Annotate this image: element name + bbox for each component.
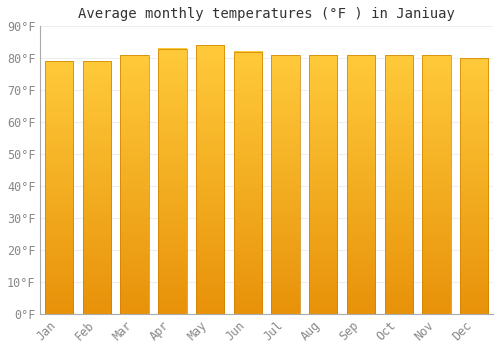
- Title: Average monthly temperatures (°F ) in Janiuay: Average monthly temperatures (°F ) in Ja…: [78, 7, 455, 21]
- Bar: [272, 55, 299, 314]
- Bar: [83, 62, 111, 314]
- Bar: [460, 58, 488, 314]
- Bar: [234, 52, 262, 314]
- Bar: [422, 55, 450, 314]
- Bar: [196, 46, 224, 314]
- Bar: [384, 55, 413, 314]
- Bar: [158, 49, 186, 314]
- Bar: [347, 55, 375, 314]
- Bar: [120, 55, 149, 314]
- Bar: [45, 62, 74, 314]
- Bar: [309, 55, 338, 314]
